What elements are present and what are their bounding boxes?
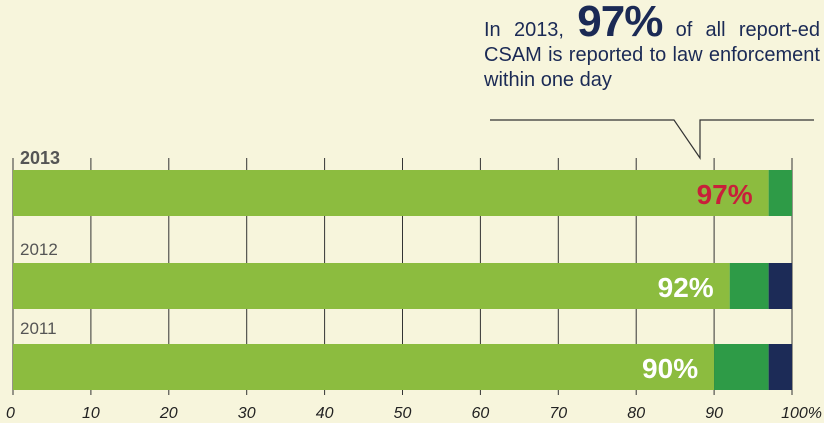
callout-suffix: of all report-ed CSAM is reported to law… xyxy=(484,19,820,91)
labels: 0 10 20 30 40 50 60 70 80 90 100% 2013 97% 2012 92% 201… xyxy=(6,148,822,422)
bar-segment xyxy=(714,344,769,390)
value-label: 97% xyxy=(697,179,753,210)
x-tick-label: 70 xyxy=(549,405,567,422)
x-tick-label: 30 xyxy=(238,405,256,422)
year-label: 2013 xyxy=(20,148,60,168)
bar-segment xyxy=(729,263,769,309)
bars xyxy=(13,170,792,390)
x-tick-label: 0 xyxy=(6,405,15,422)
callout-prefix: In 2013, xyxy=(484,19,564,41)
bar-segment xyxy=(768,344,792,390)
year-label: 2012 xyxy=(20,240,58,259)
x-tick-label: 60 xyxy=(472,405,490,422)
x-tick-label: 40 xyxy=(316,405,334,422)
callout-highlight: 97% xyxy=(577,0,663,46)
bar-segment xyxy=(13,263,730,309)
bar-segment xyxy=(13,344,715,390)
x-tick-label: 90 xyxy=(705,405,723,422)
x-tick-label: 100% xyxy=(781,405,822,422)
bar-segment xyxy=(768,263,792,309)
x-tick-label: 10 xyxy=(82,405,100,422)
value-label: 92% xyxy=(658,272,714,303)
callout-text: In 2013, 97% of all report-ed CSAM is re… xyxy=(484,0,820,93)
bar-segment xyxy=(13,170,769,216)
value-label: 90% xyxy=(642,353,698,384)
x-tick-label: 80 xyxy=(627,405,645,422)
year-label: 2011 xyxy=(20,319,57,338)
x-tick-label: 50 xyxy=(394,405,412,422)
x-tick-label: 20 xyxy=(159,405,178,422)
callout-pointer xyxy=(490,119,814,160)
bar-segment xyxy=(768,170,792,216)
